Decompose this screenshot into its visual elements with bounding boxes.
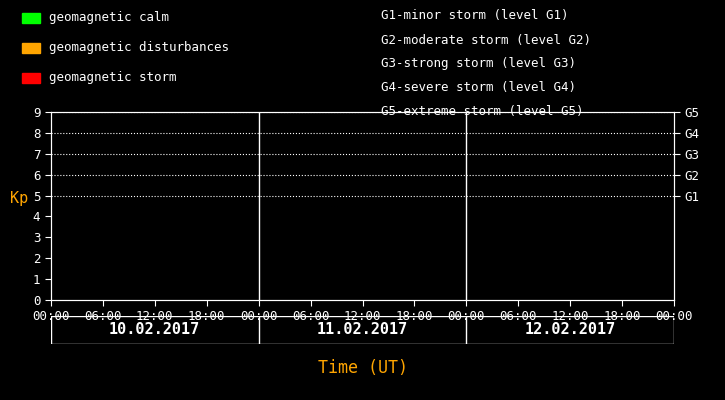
- Text: geomagnetic calm: geomagnetic calm: [49, 12, 169, 24]
- Text: geomagnetic storm: geomagnetic storm: [49, 72, 176, 84]
- Text: 11.02.2017: 11.02.2017: [317, 322, 408, 338]
- Text: 12.02.2017: 12.02.2017: [525, 322, 616, 338]
- Text: G4-severe storm (level G4): G4-severe storm (level G4): [381, 82, 576, 94]
- Text: Time (UT): Time (UT): [318, 359, 407, 377]
- Text: G5-extreme storm (level G5): G5-extreme storm (level G5): [381, 106, 583, 118]
- Text: G2-moderate storm (level G2): G2-moderate storm (level G2): [381, 34, 591, 46]
- Y-axis label: Kp: Kp: [10, 191, 28, 206]
- Text: G1-minor storm (level G1): G1-minor storm (level G1): [381, 10, 568, 22]
- Text: geomagnetic disturbances: geomagnetic disturbances: [49, 42, 228, 54]
- Text: 10.02.2017: 10.02.2017: [109, 322, 200, 338]
- Text: G3-strong storm (level G3): G3-strong storm (level G3): [381, 58, 576, 70]
